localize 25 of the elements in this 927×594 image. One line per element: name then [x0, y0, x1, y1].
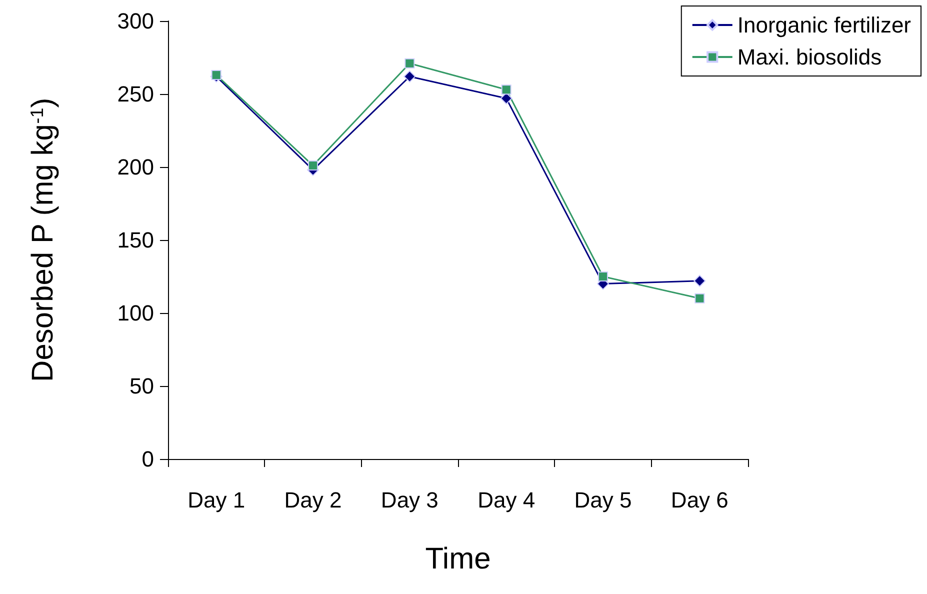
point	[598, 272, 608, 282]
point	[308, 160, 318, 171]
x-tick-label: Day 2	[284, 488, 342, 512]
y-tick-label: 200	[117, 154, 154, 180]
x-tick-label: Day 5	[574, 488, 632, 512]
point	[694, 293, 705, 304]
y-tick-label: 100	[117, 300, 154, 326]
y-tick-label: 50	[130, 374, 154, 398]
y-tick-label: 250	[117, 82, 154, 106]
x-tick-label: Day 4	[478, 488, 536, 512]
y-tick-label: 150	[117, 228, 154, 252]
point	[501, 84, 512, 95]
point	[211, 70, 222, 80]
point	[694, 274, 706, 287]
x-tick-label: Day 1	[188, 488, 246, 512]
x-tick-label: Day 6	[670, 488, 728, 512]
x-tick-label: Day 3	[380, 488, 438, 512]
y-axis-title: Desorbed P (mg kg-1)	[26, 98, 60, 382]
point	[404, 58, 415, 68]
y-tick-label: 0	[142, 446, 154, 472]
y-tick-label: 300	[117, 8, 154, 34]
x-axis-title: Time	[425, 542, 491, 576]
point	[404, 70, 416, 82]
legend-label: Maxi. biosolids	[737, 44, 882, 70]
legend-label: Inorganic fertilizer	[737, 12, 912, 38]
